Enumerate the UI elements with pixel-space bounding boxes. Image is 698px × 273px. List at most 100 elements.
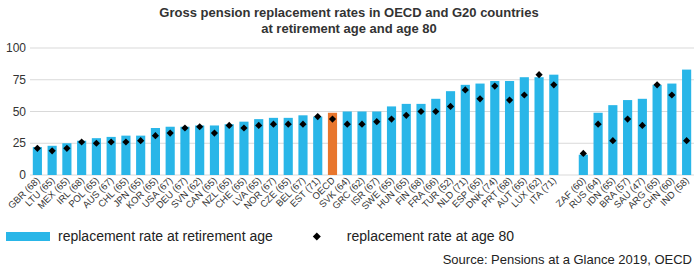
marker [49,147,56,154]
marker [93,140,100,147]
bar [136,136,145,175]
bar [254,119,263,175]
marker [329,116,336,123]
marker [476,95,483,102]
marker [299,121,306,128]
bar [431,99,440,175]
marker [122,138,129,145]
bar [416,104,425,175]
y-tick-label: 100 [6,41,26,55]
bar [667,84,676,175]
bar [387,106,396,175]
bar [579,155,588,175]
grid-line [30,48,694,49]
bar [92,138,101,175]
y-tick-label: 25 [13,136,27,150]
bar [107,137,116,175]
marker [152,132,159,139]
bar [151,128,160,175]
y-tick-label: 75 [13,73,27,87]
bar [475,84,484,175]
bar [328,113,337,175]
marker [270,121,277,128]
marker [373,118,380,125]
subtitle: at retirement age and age 80 [261,21,437,36]
bar [284,118,293,175]
bar [402,104,411,175]
chart: Gross pension replacement rates in OECD … [0,0,698,273]
marker [344,121,351,128]
marker [580,150,587,157]
bar [195,125,204,175]
marker [314,113,321,120]
marker [462,86,469,93]
bar [446,91,455,175]
marker [240,124,247,131]
marker [639,122,646,129]
marker [506,96,513,103]
bar [608,105,617,175]
marker [609,137,616,144]
marker [255,122,262,129]
bar [180,127,189,175]
bar [62,143,71,175]
marker [668,91,675,98]
marker [417,108,424,115]
y-tick-label: 50 [13,105,27,119]
marker [63,145,70,152]
bar [357,112,366,176]
marker [654,81,661,88]
marker [491,83,498,90]
bar [682,70,691,175]
title: Gross pension replacement rates in OECD … [159,5,538,20]
legend-swatch [6,232,50,241]
bar [77,141,86,175]
marker [683,137,690,144]
marker [285,121,292,128]
marker [594,121,601,128]
marker [34,145,41,152]
bar [594,113,603,175]
marker [432,108,439,115]
bar [313,117,322,175]
marker [181,124,188,131]
y-tick-label: 0 [19,168,26,182]
bar [48,146,57,175]
bar [638,99,647,175]
legend-label: replacement rate at age 80 [347,228,515,244]
bar [269,118,278,175]
marker [624,116,631,123]
bar [490,81,499,175]
bar [372,112,381,176]
bar [166,127,175,175]
marker [108,138,115,145]
bar [623,100,632,175]
marker [167,129,174,136]
bar [239,122,248,175]
marker [358,121,365,128]
bar [520,77,529,175]
marker [403,112,410,119]
marker [388,116,395,123]
marker [137,137,144,144]
bar [343,112,352,176]
legend-swatch [313,233,321,241]
grid-line [30,79,694,80]
bar [298,115,307,175]
legend-label: replacement rate at retirement age [58,228,273,244]
marker [226,122,233,129]
marker [211,129,218,136]
bar [534,77,543,175]
marker [550,81,557,88]
bar [210,125,219,175]
marker [521,91,528,98]
x-tick-label: IND (58) [658,175,691,208]
plot-area [33,70,691,175]
bar [549,75,558,175]
source-note: Source: Pensions at a Glance 2019, OECD [443,252,692,267]
marker [535,71,542,78]
bar [653,85,662,175]
bar [121,136,130,175]
marker [78,138,85,145]
marker [196,123,203,130]
